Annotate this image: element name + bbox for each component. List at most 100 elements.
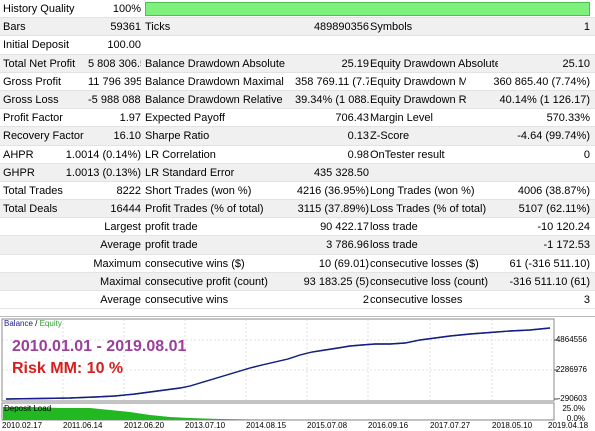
expected-payoff-label: Expected Payoff (145, 112, 225, 125)
symbols-label: Symbols (370, 21, 413, 34)
row-gross-loss: Gross Loss -5 988 088.83 Balance Drawdow… (0, 90, 595, 110)
x-tick-label: 2015.07.08 (307, 421, 348, 430)
ticks-label: Ticks (145, 21, 171, 34)
legend-equity: Equity (39, 319, 62, 328)
bars-value: 59361 (110, 21, 141, 34)
equity-drawdown-relative-label: Equity Drawdown Relative (370, 93, 466, 106)
equity-drawdown-relative-value: 40.14% (1 126.17) (499, 93, 590, 106)
x-tick-label: 2018.05.10 (492, 421, 533, 430)
sharpe-ratio-value: 0.13 (347, 130, 369, 143)
profit-factor-value: 1.97 (119, 112, 141, 125)
row-total-trades: Total Trades 8222 Short Trades (won %) 4… (0, 182, 595, 201)
balance-drawdown-relative-label: Balance Drawdown Relative (145, 93, 283, 106)
maximal-consecutive-loss-value: -316 511.10 (61) (509, 275, 590, 288)
average-consecutive-losses-label: consecutive losses (370, 294, 463, 306)
x-tick-label: 2014.08.15 (246, 421, 287, 430)
bars-label: Bars (3, 21, 26, 34)
gross-profit-value: 11 796 395.40 (88, 75, 141, 88)
x-tick-label: 2016.09.16 (368, 421, 409, 430)
gross-loss-label: Gross Loss (3, 93, 59, 106)
history-quality-label: History Quality (3, 3, 75, 15)
load-tick-label: 25.0% (562, 404, 585, 413)
row-recovery-factor: Recovery Factor 16.10 Sharpe Ratio 0.13 … (0, 127, 595, 146)
total-net-profit-label: Total Net Profit (3, 57, 76, 70)
y-tick-label: -290603 (557, 394, 587, 403)
z-score-value: -4.64 (99.74%) (517, 130, 590, 143)
total-trades-value: 8222 (116, 184, 141, 197)
test-report-table: History Quality 100% Bars 59361 Ticks 48… (0, 2, 595, 310)
ahpr-value: 1.0014 (0.14%) (65, 148, 141, 161)
maximal-label: Maximal (100, 275, 141, 288)
margin-level-label: Margin Level (370, 112, 433, 125)
maximal-consecutive-loss-label: consecutive loss (count) (370, 275, 488, 288)
average-loss-trade-label: loss trade (370, 239, 418, 252)
legend-balance: Balance (4, 319, 33, 328)
history-quality-bar (145, 2, 590, 16)
average-label: Average (100, 239, 141, 252)
x-tick-label: 2011.06.14 (63, 421, 103, 430)
balance-drawdown-maximal-value: 358 769.11 (7.70... (295, 75, 369, 88)
row-total-deals: Total Deals 16444 Profit Trades (% of to… (0, 200, 595, 219)
largest-loss-trade-value: -10 120.24 (537, 221, 590, 234)
chart-y-tick-marks (554, 339, 558, 400)
initial-deposit-value: 100.00 (107, 39, 141, 52)
equity-drawdown-maximal-label: Equity Drawdown Maximal (370, 75, 466, 88)
balance-line (5, 327, 551, 400)
history-quality-value: 100% (112, 3, 141, 15)
average-consecutive-losses-value: 3 (583, 294, 590, 306)
row-total-net-profit: Total Net Profit 5 808 306.57 Balance Dr… (0, 54, 595, 73)
maximal-consecutive-profit-label: consecutive profit (count) (145, 275, 268, 288)
long-trades-value: 4006 (38.87%) (517, 184, 590, 197)
row-bars: Bars 59361 Ticks 489890356 Symbols 1 (0, 18, 595, 37)
chart-legend: Balance / Equity (4, 319, 62, 329)
total-deals-label: Total Deals (3, 203, 58, 216)
total-deals-value: 16444 (110, 203, 141, 216)
sharpe-ratio-label: Sharpe Ratio (145, 130, 210, 143)
symbols-value: 1 (583, 21, 590, 34)
balance-equity-chart: Balance / Equity 2010.01.01 - 2019.08.01… (0, 316, 595, 431)
max-consecutive-losses-label: consecutive losses ($) (370, 257, 479, 270)
deposit-load-area (3, 407, 554, 420)
row-average-consecutive: Average consecutive wins 2 consecutive l… (0, 291, 595, 310)
largest-profit-trade-value: 90 422.17 (320, 221, 369, 234)
long-trades-label: Long Trades (won %) (370, 184, 475, 197)
equity-drawdown-absolute-label: Equity Drawdown Absolute (370, 57, 498, 70)
lr-standard-error-label: LR Standard Error (145, 166, 235, 179)
x-tick-label: 2010.02.17 (2, 421, 43, 430)
max-consecutive-wins-label: consecutive wins ($) (145, 257, 245, 270)
chart-canvas (1, 318, 558, 421)
row-ahpr: AHPR 1.0014 (0.14%) LR Correlation 0.98 … (0, 146, 595, 164)
row-gross-profit: Gross Profit 11 796 395.40 Balance Drawd… (0, 73, 595, 91)
balance-drawdown-maximal-label: Balance Drawdown Maximal (145, 75, 284, 88)
row-maximum: Maximum consecutive wins ($) 10 (69.01) … (0, 255, 595, 273)
ontester-result-value: 0 (583, 148, 590, 161)
average-profit-trade-label: profit trade (145, 239, 198, 252)
largest-label: Largest (104, 221, 141, 234)
lr-standard-error-value: 435 328.50 (313, 166, 369, 179)
lr-correlation-label: LR Correlation (145, 148, 216, 161)
deposit-load-label: Deposit Load (4, 404, 52, 413)
average-loss-trade-value: -1 172.53 (543, 239, 590, 252)
maximal-consecutive-profit-value: 93 183.25 (5) (303, 275, 369, 288)
risk-mm-overlay: Risk MM: 10 % (12, 360, 124, 377)
equity-drawdown-absolute-value: 25.10 (562, 57, 590, 70)
short-trades-label: Short Trades (won %) (145, 184, 252, 197)
expected-payoff-value: 706.43 (335, 112, 369, 125)
recovery-factor-value: 16.10 (113, 130, 141, 143)
row-ghpr: GHPR 1.0013 (0.13%) LR Standard Error 43… (0, 163, 595, 182)
largest-loss-trade-label: loss trade (370, 221, 418, 234)
x-tick-label: 2019.04.18 (548, 421, 589, 430)
loss-trades-value: 5107 (62.11%) (518, 203, 590, 216)
x-tick-label: 2013.07.10 (185, 421, 226, 430)
ahpr-label: AHPR (3, 148, 34, 161)
x-tick-label: 2012.06.20 (124, 421, 165, 430)
gross-loss-value: -5 988 088.83 (88, 93, 141, 106)
balance-drawdown-absolute-label: Balance Drawdown Absolute (145, 57, 286, 70)
profit-trades-label: Profit Trades (% of total) (145, 203, 264, 216)
row-initial-deposit: Initial Deposit 100.00 (0, 36, 595, 55)
lr-correlation-value: 0.98 (347, 148, 369, 161)
legend-separator: / (32, 319, 40, 328)
margin-level-value: 570.33% (546, 112, 590, 125)
short-trades-value: 4216 (36.95%) (296, 184, 369, 197)
x-tick-label: 2017.07.27 (430, 421, 471, 430)
